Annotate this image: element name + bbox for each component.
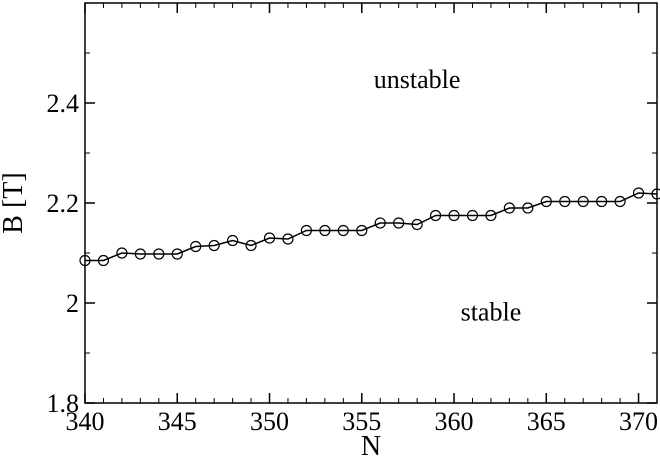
data-point xyxy=(411,218,423,231)
data-point xyxy=(263,232,276,244)
data-point xyxy=(651,188,660,200)
x-tick-label: 350 xyxy=(250,407,289,436)
region-annotation: stable xyxy=(461,298,522,327)
data-point xyxy=(153,248,165,260)
data-point xyxy=(300,224,313,237)
data-point xyxy=(337,224,349,237)
data-point xyxy=(632,187,645,199)
data-point xyxy=(208,239,220,252)
y-tick-label: 2 xyxy=(66,289,79,318)
data-point xyxy=(466,209,479,222)
data-point xyxy=(356,224,368,237)
data-point xyxy=(79,254,91,267)
series-layer xyxy=(79,187,660,267)
data-point xyxy=(319,224,331,237)
data-point xyxy=(448,209,460,222)
y-tick-label: 1.8 xyxy=(47,389,80,418)
x-tick-label: 340 xyxy=(66,407,105,436)
data-point xyxy=(429,209,442,222)
x-tick-label: 365 xyxy=(527,407,566,436)
x-tick-label: 355 xyxy=(342,407,381,436)
data-point xyxy=(522,202,534,214)
data-point xyxy=(227,234,239,247)
data-point xyxy=(134,248,146,260)
x-tick-label: 360 xyxy=(435,407,474,436)
ticks xyxy=(84,2,658,404)
series-line xyxy=(85,192,658,262)
data-point xyxy=(116,247,128,259)
plot-frame xyxy=(84,2,658,404)
data-point xyxy=(190,240,202,253)
data-point xyxy=(503,202,515,214)
x-tick-label: 345 xyxy=(158,407,197,436)
x-tick-label: 370 xyxy=(619,407,658,436)
region-annotation: unstable xyxy=(374,65,461,94)
data-point xyxy=(171,248,183,260)
data-point xyxy=(485,209,497,222)
data-point xyxy=(559,195,571,208)
y-axis-label: B [T] xyxy=(0,172,29,233)
data-point xyxy=(614,195,626,208)
labels-layer: 340 345 350 355 360 365 370 1.8 2 2.2 2.4 unstable s… xyxy=(47,65,659,436)
data-point xyxy=(245,239,257,252)
x-axis-label: N xyxy=(361,431,381,462)
data-point xyxy=(596,195,608,208)
data-point xyxy=(374,217,386,229)
data-point xyxy=(282,233,294,245)
y-tick-label: 2.4 xyxy=(47,89,80,118)
data-point xyxy=(393,217,405,229)
data-point xyxy=(97,254,110,267)
data-point xyxy=(540,195,552,208)
y-tick-label: 2.2 xyxy=(47,189,80,218)
data-point xyxy=(577,195,589,208)
